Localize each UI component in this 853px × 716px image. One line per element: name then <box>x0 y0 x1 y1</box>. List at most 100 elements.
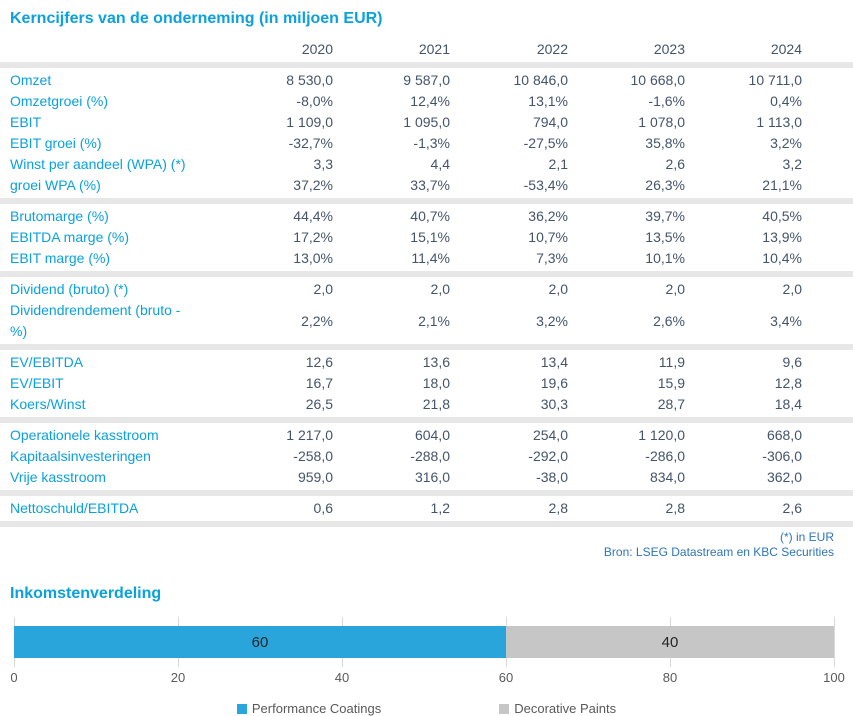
table-row: Koers/Winst 26,5 21,8 30,3 28,7 18,4 <box>0 394 853 415</box>
cell-value: 16,7 <box>305 375 333 391</box>
cell-value: 2,8 <box>665 500 685 516</box>
cell-value: 1 109,0 <box>286 114 333 130</box>
axis-tick-label: 100 <box>823 670 845 685</box>
row-label: Omzet <box>10 72 52 88</box>
year-header: 2022 <box>536 41 568 57</box>
cell-value: 35,8% <box>645 135 685 151</box>
row-label: EBITDA marge (%) <box>10 229 130 245</box>
cell-value: 362,0 <box>766 469 802 485</box>
row-label: EBIT <box>10 114 42 130</box>
year-header: 2023 <box>653 41 685 57</box>
axis-tick-label: 40 <box>334 670 350 685</box>
row-label: Operationele kasstroom <box>10 427 159 443</box>
cell-value: -1,3% <box>413 135 450 151</box>
row-label: Brutomarge (%) <box>10 208 109 224</box>
cell-value: -258,0 <box>293 448 333 464</box>
section-divider <box>0 521 853 527</box>
cell-value: 10,1% <box>645 250 685 266</box>
cell-value: 834,0 <box>649 469 685 485</box>
cell-value: 2,6% <box>653 312 685 329</box>
year-header: 2024 <box>770 41 802 57</box>
cell-value: 2,0 <box>782 281 802 297</box>
key-figures-table: 2020 2021 2022 2023 2024 Omzet 8 530,0 9 587,0 1… <box>0 39 853 527</box>
cell-value: 794,0 <box>532 114 568 130</box>
cell-value: 7,3% <box>536 250 568 266</box>
cell-value: 17,2% <box>293 229 333 245</box>
row-label: groei WPA (%) <box>10 177 101 193</box>
cell-value: 39,7% <box>645 208 685 224</box>
cell-value: 40,7% <box>410 208 450 224</box>
chart-title: Inkomstenverdeling <box>10 585 162 602</box>
cell-value: 13,1% <box>528 93 568 109</box>
table-row: Brutomarge (%) 44,4% 40,7% 36,2% 39,7% 40,5% <box>0 206 853 227</box>
section-divider <box>0 417 853 423</box>
table-row: Dividend (bruto) (*) 2,0 2,0 2,0 2,0 2,0 <box>0 279 853 300</box>
cell-value: 2,1 <box>548 156 568 172</box>
cell-value: 2,0 <box>430 281 450 297</box>
cell-value: 10 711,0 <box>748 72 802 88</box>
cell-value: 12,6 <box>305 354 333 370</box>
cell-value: 4,4 <box>430 156 450 172</box>
row-label: EV/EBITDA <box>10 354 84 370</box>
cell-value: -1,6% <box>648 93 685 109</box>
chart-x-axis: 0 20 40 60 80 100 <box>10 667 844 685</box>
cell-value: 3,2% <box>536 312 568 329</box>
footnote-unit: (*) in EUR <box>779 530 834 544</box>
cell-value: 2,1% <box>418 312 450 329</box>
cell-value: 3,3 <box>313 156 333 172</box>
cell-value: 959,0 <box>297 469 333 485</box>
cell-value: 2,0 <box>313 281 333 297</box>
cell-value: 21,1% <box>762 177 802 193</box>
cell-value: 33,7% <box>410 177 450 193</box>
cell-value: 12,4% <box>410 93 450 109</box>
cell-value: 1 113,0 <box>756 114 802 130</box>
cell-value: 2,6 <box>665 156 685 172</box>
axis-tick-label: 0 <box>10 670 18 685</box>
table-row: EBIT marge (%) 13,0% 11,4% 7,3% 10,1% 10,4% <box>0 248 853 269</box>
table-row: EV/EBITDA 12,6 13,6 13,4 11,9 9,6 <box>0 352 853 373</box>
cell-value: 668,0 <box>766 427 802 443</box>
row-label: Dividend (bruto) (*) <box>10 281 129 297</box>
table-row: Vrije kasstroom 959,0 316,0 -38,0 834,0 362,0 <box>0 467 853 488</box>
cell-value: 1 095,0 <box>403 114 450 130</box>
cell-value: 3,2 <box>782 156 802 172</box>
legend-swatch-icon <box>236 703 247 714</box>
cell-value: 12,8 <box>774 375 802 391</box>
year-header: 2021 <box>418 41 450 57</box>
axis-tick-label: 60 <box>498 670 514 685</box>
table-row: Nettoschuld/EBITDA 0,6 1,2 2,8 2,8 2,6 <box>0 498 853 519</box>
cell-value: 11,4% <box>411 250 450 266</box>
cell-value: -288,0 <box>410 448 450 464</box>
axis-tick-label: 20 <box>170 670 186 685</box>
cell-value: 13,4 <box>540 354 568 370</box>
cell-value: 2,0 <box>548 281 568 297</box>
cell-value: -38,0 <box>536 469 568 485</box>
cell-value: 13,6 <box>422 354 450 370</box>
cell-value: 13,5% <box>645 229 685 245</box>
row-label: EBIT groei (%) <box>10 135 102 151</box>
cell-value: 21,8 <box>422 396 450 412</box>
cell-value: 10 668,0 <box>630 72 686 88</box>
bar-value-label: 60 <box>251 633 269 651</box>
cell-value: 36,2% <box>528 208 568 224</box>
cell-value: 2,6 <box>782 500 802 516</box>
cell-value: 15,1% <box>410 229 450 245</box>
cell-value: 10,4% <box>762 250 802 266</box>
bar-segment: 40 <box>506 626 834 658</box>
cell-value: 9 587,0 <box>403 72 450 88</box>
cell-value: 26,3% <box>645 177 685 193</box>
table-row: EBITDA marge (%) 17,2% 15,1% 10,7% 13,5% 13,9… <box>0 227 853 248</box>
cell-value: -27,5% <box>523 135 568 151</box>
cell-value: 0,4% <box>770 93 802 109</box>
section-divider <box>0 198 853 204</box>
table-header-row: 2020 2021 2022 2023 2024 <box>0 39 853 60</box>
section-divider <box>0 62 853 68</box>
section-divider <box>0 344 853 350</box>
cell-value: 37,2% <box>293 177 333 193</box>
cell-value: 2,0 <box>665 281 685 297</box>
cell-value: 254,0 <box>532 427 568 443</box>
table-title: Kerncijfers van de onderneming (in miljo… <box>10 10 383 27</box>
legend-item: Performance Coatings <box>236 701 381 716</box>
cell-value: 30,3 <box>540 396 568 412</box>
